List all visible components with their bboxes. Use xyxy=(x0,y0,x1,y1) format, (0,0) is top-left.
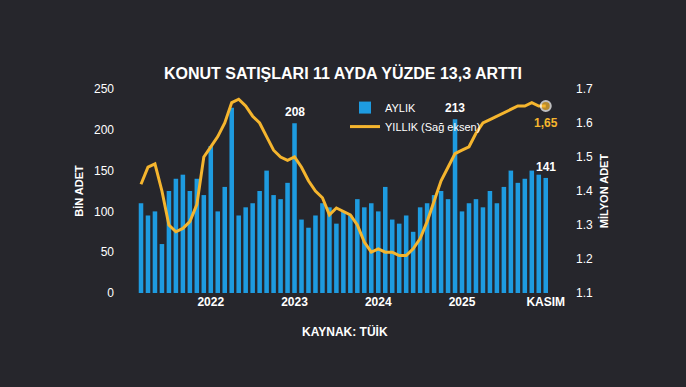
svg-text:KONUT SATIŞLARI 11 AYDA YÜZDE: KONUT SATIŞLARI 11 AYDA YÜZDE 13,3 ARTTI xyxy=(164,64,522,82)
svg-text:MİLYON ADET: MİLYON ADET xyxy=(598,154,610,229)
svg-text:AYLIK: AYLIK xyxy=(385,102,416,114)
svg-text:1.2: 1.2 xyxy=(576,252,593,266)
svg-text:1,65: 1,65 xyxy=(534,116,558,130)
svg-text:50: 50 xyxy=(101,245,115,259)
svg-text:1.4: 1.4 xyxy=(576,184,593,198)
svg-text:2022: 2022 xyxy=(197,295,224,309)
svg-text:YILLIK (Sağ eksen): YILLIK (Sağ eksen) xyxy=(385,121,480,133)
svg-text:208: 208 xyxy=(285,105,305,119)
svg-text:1.3: 1.3 xyxy=(576,218,593,232)
svg-text:BİN ADET: BİN ADET xyxy=(73,165,85,217)
svg-text:2024: 2024 xyxy=(365,295,392,309)
svg-text:1.6: 1.6 xyxy=(576,116,593,130)
svg-text:141: 141 xyxy=(536,160,556,174)
svg-text:1.5: 1.5 xyxy=(576,150,593,164)
svg-text:250: 250 xyxy=(94,82,114,96)
svg-text:2023: 2023 xyxy=(281,295,308,309)
svg-text:150: 150 xyxy=(94,164,114,178)
svg-text:213: 213 xyxy=(445,101,465,115)
svg-text:KAYNAK: TÜİK: KAYNAK: TÜİK xyxy=(302,324,388,339)
svg-text:2025: 2025 xyxy=(449,295,476,309)
svg-text:100: 100 xyxy=(94,205,114,219)
svg-text:200: 200 xyxy=(94,123,114,137)
svg-text:1.1: 1.1 xyxy=(576,286,593,300)
svg-text:1.7: 1.7 xyxy=(576,82,593,96)
svg-text:0: 0 xyxy=(107,286,114,300)
svg-text:KASIM: KASIM xyxy=(526,295,565,309)
